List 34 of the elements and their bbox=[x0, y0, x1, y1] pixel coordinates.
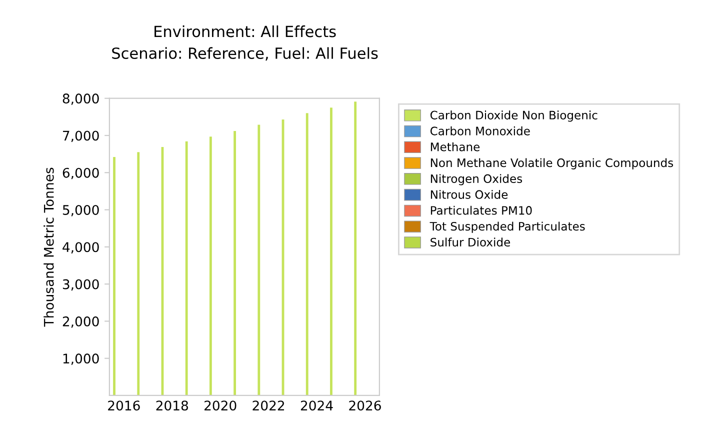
y-tick-label: 4,000 bbox=[62, 242, 99, 254]
bar bbox=[258, 124, 260, 396]
legend-label: Sulfur Dioxide bbox=[430, 238, 510, 247]
legend-label: Carbon Monoxide bbox=[430, 126, 530, 136]
y-tick-label: 2,000 bbox=[62, 316, 99, 328]
y-tick-label: 6,000 bbox=[62, 168, 99, 180]
chart-title: Environment: All Effects Scenario: Reference, Fuel: All Fuels bbox=[112, 25, 378, 61]
legend-label: Carbon Dioxide Non Biogenic bbox=[430, 110, 598, 122]
bar bbox=[354, 102, 357, 396]
bar bbox=[137, 152, 140, 396]
bar bbox=[306, 113, 308, 396]
bar bbox=[185, 141, 188, 396]
y-tick-label: 1,000 bbox=[63, 354, 99, 365]
x-tick-label: 2024 bbox=[300, 400, 333, 411]
y-tick-label: 3,000 bbox=[62, 279, 99, 291]
x-tick-label: 2026 bbox=[349, 400, 381, 411]
bar bbox=[113, 157, 116, 396]
x-tick-label: 2022 bbox=[252, 400, 284, 411]
x-tick-label: 2018 bbox=[156, 400, 188, 411]
y-tick-label: 7,000 bbox=[63, 130, 99, 142]
legend-label: Particulates PM10 bbox=[430, 206, 532, 215]
y-axis-title: Thousand Metric Tonnes bbox=[44, 168, 54, 327]
bar bbox=[234, 131, 236, 396]
legend-label: Non Methane Volatile Organic Compounds bbox=[430, 158, 674, 170]
legend-label: Tot Suspended Particulates bbox=[430, 222, 585, 233]
bar bbox=[330, 108, 332, 396]
legend-label: Nitrous Oxide bbox=[430, 190, 508, 199]
legend-label: Methane bbox=[430, 142, 480, 152]
y-tick-label: 5,000 bbox=[62, 204, 99, 216]
bar bbox=[209, 136, 212, 396]
legend-label: Nitrogen Oxides bbox=[430, 174, 522, 186]
x-tick-label: 2016 bbox=[108, 400, 140, 411]
y-tick-label: 8,000 bbox=[62, 94, 99, 105]
x-tick-label: 2020 bbox=[204, 400, 236, 411]
